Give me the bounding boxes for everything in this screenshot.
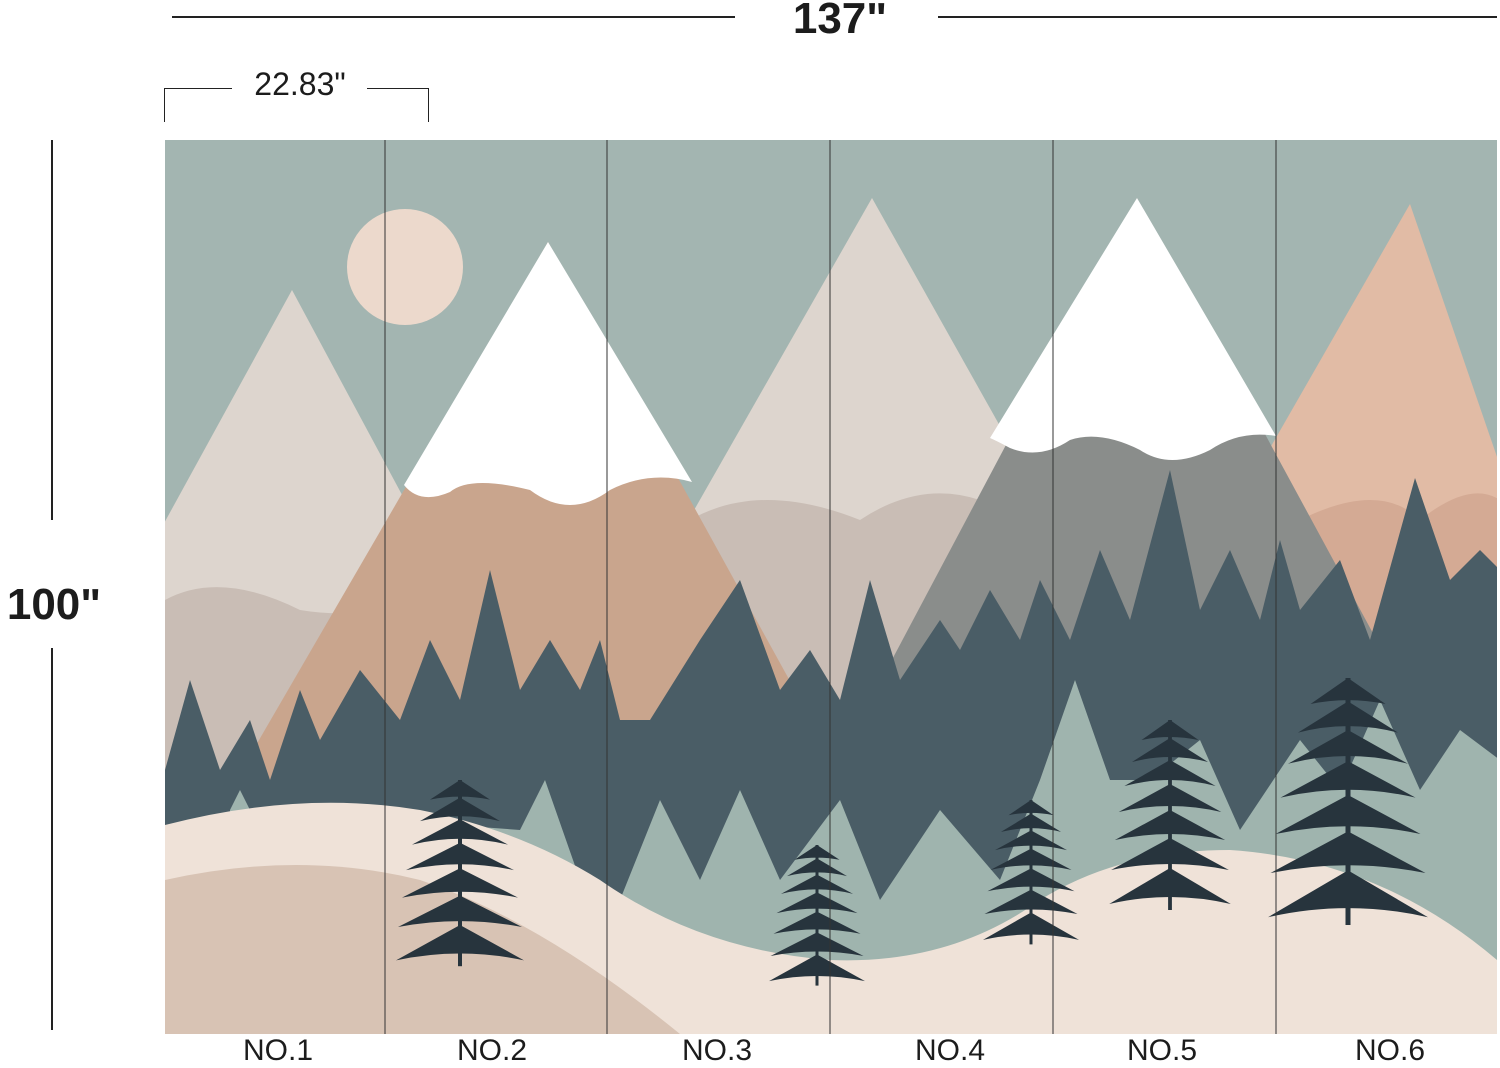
- panel-bracket-right-vertical: [428, 88, 429, 122]
- width-dimension-label: 137": [792, 0, 888, 43]
- width-dimension-line-left: [172, 16, 735, 18]
- snow-cap-2: [404, 242, 692, 505]
- sun: [347, 209, 463, 325]
- snow-cap-5: [990, 198, 1276, 460]
- panel-seams: [384, 140, 1277, 1034]
- panel-label-1: NO.1: [242, 1034, 314, 1067]
- panel-label-3: NO.3: [681, 1034, 753, 1067]
- panel-width-label: 22.83": [254, 66, 346, 102]
- panel-label-6: NO.6: [1354, 1034, 1426, 1067]
- panel-label-4: NO.4: [914, 1034, 986, 1067]
- height-dimension-line-top: [51, 140, 53, 520]
- height-dimension-label: 100": [6, 580, 102, 629]
- panel-bracket-top-right: [367, 88, 429, 89]
- panel-label-5: NO.5: [1126, 1034, 1198, 1067]
- panel-bracket-top-left: [164, 88, 232, 89]
- height-dimension-line-bottom: [51, 648, 53, 1030]
- width-dimension-line-right: [938, 16, 1497, 18]
- panel-bracket-left-vertical: [164, 88, 165, 122]
- panel-label-2: NO.2: [456, 1034, 528, 1067]
